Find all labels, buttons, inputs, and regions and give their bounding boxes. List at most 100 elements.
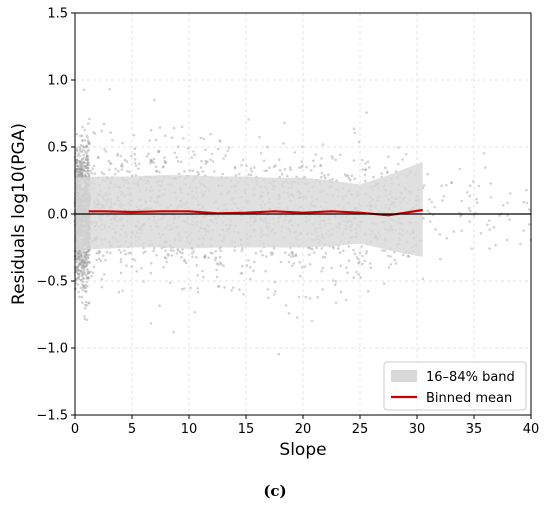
scatter-point xyxy=(77,290,80,294)
scatter-point xyxy=(128,170,131,174)
scatter-point xyxy=(88,117,91,121)
scatter-point xyxy=(76,268,80,272)
scatter-point xyxy=(121,141,124,145)
scatter-point xyxy=(77,170,80,174)
scatter-point xyxy=(87,277,90,280)
scatter-point xyxy=(137,167,140,170)
scatter-point xyxy=(77,175,80,179)
scatter-point xyxy=(381,249,384,252)
scatter-point xyxy=(180,251,184,255)
scatter-point xyxy=(359,276,363,279)
scatter-point xyxy=(320,175,323,179)
scatter-point xyxy=(380,172,384,175)
scatter-point xyxy=(261,253,264,257)
scatter-point xyxy=(83,268,86,272)
scatter-point xyxy=(469,209,472,213)
scatter-point xyxy=(78,262,81,265)
scatter-point xyxy=(155,169,159,173)
scatter-point xyxy=(509,192,512,195)
scatter-point xyxy=(320,270,323,273)
scatter-point xyxy=(87,160,90,164)
scatter-point xyxy=(331,177,334,181)
scatter-point xyxy=(76,173,80,177)
scatter-point xyxy=(506,214,510,217)
scatter-point xyxy=(231,286,235,289)
scatter-point xyxy=(253,166,256,169)
scatter-point xyxy=(83,255,87,258)
scatter-point xyxy=(346,174,350,177)
scatter-point xyxy=(308,297,312,300)
scatter-point xyxy=(108,87,112,91)
scatter-point xyxy=(310,169,313,172)
scatter-point xyxy=(82,160,86,164)
scatter-point xyxy=(77,167,80,171)
scatter-point xyxy=(186,146,190,150)
scatter-point xyxy=(346,271,349,275)
scatter-point xyxy=(214,249,217,253)
scatter-point xyxy=(149,162,152,165)
scatter-point xyxy=(158,304,161,308)
scatter-point xyxy=(80,260,84,264)
scatter-point xyxy=(263,169,266,173)
scatter-point xyxy=(163,159,166,163)
scatter-point xyxy=(76,165,79,168)
scatter-point xyxy=(87,276,90,279)
scatter-point xyxy=(97,252,100,255)
scatter-point xyxy=(299,274,302,278)
scatter-point xyxy=(134,164,138,167)
scatter-point xyxy=(92,265,96,269)
scatter-point xyxy=(283,121,286,125)
scatter-point xyxy=(95,251,99,255)
scatter-point xyxy=(81,144,85,148)
scatter-point xyxy=(75,265,79,268)
scatter-point xyxy=(468,194,472,198)
scatter-point xyxy=(210,152,214,156)
scatter-point xyxy=(183,258,186,262)
scatter-point xyxy=(85,144,88,148)
scatter-point xyxy=(369,266,373,270)
scatter-point xyxy=(250,169,253,173)
scatter-point xyxy=(110,162,113,166)
scatter-point xyxy=(342,249,345,253)
scatter-point xyxy=(131,257,134,261)
scatter-point xyxy=(80,174,84,178)
scatter-point xyxy=(80,259,83,263)
scatter-point xyxy=(181,248,184,251)
scatter-point xyxy=(192,250,195,253)
scatter-point xyxy=(222,264,225,268)
scatter-point xyxy=(296,316,299,319)
scatter-point xyxy=(303,175,307,179)
scatter-point xyxy=(89,270,92,274)
scatter-point xyxy=(91,271,95,275)
scatter-point xyxy=(259,151,263,155)
scatter-point xyxy=(164,249,167,252)
scatter-point xyxy=(382,282,386,285)
scatter-point xyxy=(75,168,79,171)
scatter-point xyxy=(278,169,282,172)
scatter-point xyxy=(321,255,325,259)
scatter-point xyxy=(85,158,88,162)
scatter-point xyxy=(422,216,425,220)
scatter-point xyxy=(76,266,79,269)
scatter-point xyxy=(312,251,316,254)
scatter-point xyxy=(271,252,275,255)
scatter-point xyxy=(258,135,261,139)
scatter-point xyxy=(195,264,199,267)
scatter-point xyxy=(83,314,86,318)
scatter-point xyxy=(87,163,91,166)
scatter-point xyxy=(191,255,194,259)
scatter-point xyxy=(79,172,83,176)
scatter-point xyxy=(80,166,83,170)
scatter-point xyxy=(82,153,86,157)
scatter-point xyxy=(107,159,111,163)
scatter-point xyxy=(430,200,434,204)
scatter-point xyxy=(78,161,81,164)
scatter-point xyxy=(84,303,87,307)
scatter-point xyxy=(240,249,243,253)
scatter-point xyxy=(290,264,294,268)
y-tick-label: 1.0 xyxy=(47,74,68,89)
scatter-point xyxy=(79,252,83,255)
scatter-point xyxy=(75,168,79,171)
scatter-point xyxy=(353,252,357,256)
scatter-point xyxy=(77,252,81,256)
